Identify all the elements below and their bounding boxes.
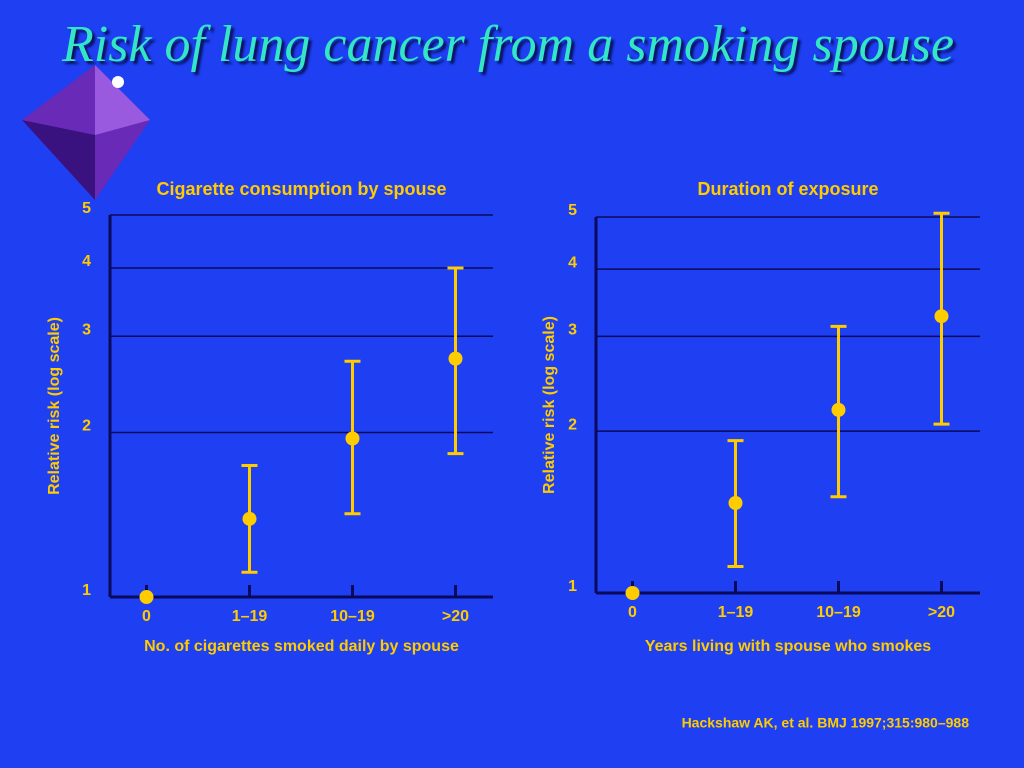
sparkle — [112, 76, 124, 88]
chart-title: Duration of exposure — [697, 179, 878, 199]
point — [242, 511, 257, 526]
diamond-facet — [22, 120, 95, 200]
x-tick-label: 1–19 — [718, 604, 754, 621]
x-tick-label: 0 — [142, 608, 151, 625]
x-axis-label: No. of cigarettes smoked daily by spouse — [144, 638, 459, 655]
y-tick-label: 1 — [82, 582, 91, 599]
y-tick-label: 4 — [82, 253, 91, 270]
point — [345, 431, 360, 446]
x-tick-label: 10–19 — [816, 604, 861, 621]
chart-title: Cigarette consumption by spouse — [156, 179, 446, 199]
x-tick-label: >20 — [928, 604, 955, 621]
y-tick-label: 4 — [568, 254, 577, 271]
point — [448, 351, 463, 366]
y-tick-label: 5 — [568, 202, 577, 219]
x-tick-label: 10–19 — [330, 608, 375, 625]
y-tick-label: 1 — [568, 578, 577, 595]
x-tick-label: 1–19 — [232, 608, 268, 625]
y-tick-label: 2 — [82, 418, 91, 435]
y-tick-label: 2 — [568, 416, 577, 433]
point — [728, 495, 743, 510]
y-axis-label: Relative risk (log scale) — [541, 316, 558, 494]
x-tick-label: 0 — [628, 604, 637, 621]
diamond-facet — [95, 65, 150, 135]
y-tick-label: 5 — [82, 200, 91, 217]
point — [625, 586, 640, 600]
citation: Hackshaw AK, et al. BMJ 1997;315:980–988 — [682, 715, 970, 731]
x-axis-label: Years living with spouse who smokes — [645, 638, 931, 655]
slide-title: Risk of lung cancer from a smoking spous… — [62, 16, 955, 73]
y-axis-label: Relative risk (log scale) — [46, 317, 63, 495]
point — [831, 402, 846, 417]
point — [934, 309, 949, 324]
point — [139, 590, 154, 604]
x-tick-label: >20 — [442, 608, 469, 625]
y-tick-label: 3 — [568, 322, 577, 339]
y-tick-label: 3 — [82, 321, 91, 338]
